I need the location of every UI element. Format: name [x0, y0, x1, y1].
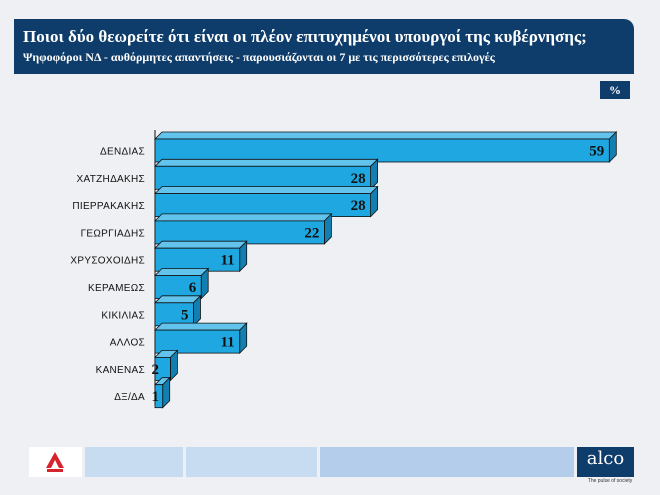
data-label: 6 [189, 280, 197, 296]
bar-group: ΑΛΛΟΣ 11 [110, 322, 248, 355]
bar-group: ΚΕΡΑΜΕΩΣ 6 [88, 267, 210, 300]
footer-segment [320, 447, 574, 477]
alco-logo: alco [577, 447, 634, 477]
bar-group: ΠΙΕΡΡΑΚΑΚΗΣ 28 [72, 185, 379, 218]
category-label: ΓΕΩΡΓΙΑΔΗΣ [81, 228, 145, 239]
bar [154, 384, 164, 409]
bar [154, 220, 325, 245]
footer-segment [85, 447, 183, 477]
bar-group: ΧΡΥΣΟΧΟΙΔΗΣ 11 [70, 240, 248, 273]
alco-tagline: The pulse of society [587, 478, 633, 484]
unit-badge: % [600, 81, 630, 99]
data-label: 1 [152, 389, 160, 405]
bar-top-face [154, 213, 333, 222]
chart-title: Ποιοι δύο θεωρείτε ότι είναι οι πλέον επ… [23, 27, 587, 46]
bar-top-face [154, 158, 379, 167]
bar [154, 138, 610, 163]
bar-top-face [154, 295, 202, 304]
data-label: 11 [221, 253, 235, 269]
bar-group: ΧΑΤΖΗΔΑΚΗΣ 28 [77, 158, 379, 191]
bar-group: ΚΙΚΙΛΙΑΣ 5 [101, 294, 202, 327]
data-label: 5 [181, 307, 189, 323]
title-banner: Ποιοι δύο θεωρείτε ότι είναι οι πλέον επ… [14, 19, 634, 74]
bar-group: ΔΕΝΔΙΑΣ 59 [100, 131, 618, 163]
bar [154, 193, 372, 218]
category-label: ΔΕΝΔΙΑΣ [100, 147, 145, 158]
bar-top-face [154, 322, 248, 331]
category-label: ΚΑΝΕΝΑΣ [96, 365, 145, 376]
bar-top-face [154, 186, 379, 195]
data-label: 22 [304, 225, 319, 241]
data-label: 59 [589, 144, 604, 160]
category-label: ΠΙΕΡΡΑΚΑΚΗΣ [72, 201, 145, 212]
category-label: ΚΙΚΙΛΙΑΣ [101, 310, 145, 321]
left-logo [29, 447, 82, 477]
category-label: ΧΡΥΣΟΧΟΙΔΗΣ [70, 256, 145, 267]
bar-chart: ΔΕΝΔΙΑΣ 59 ΧΑΤΖΗΔΑΚΗΣ 28 ΠΙΕΡΡΑΚΑΚΗΣ 28 ΓΕΩΡΓΙ… [70, 130, 618, 409]
category-label: ΧΑΤΖΗΔΑΚΗΣ [77, 174, 145, 185]
bar-group: ΚΑΝΕΝΑΣ 2 [96, 349, 179, 382]
category-label: ΚΕΡΑΜΕΩΣ [88, 283, 145, 294]
bar [154, 329, 241, 354]
bar-top-face [154, 131, 618, 140]
data-label: 28 [351, 198, 366, 214]
footer-segment [186, 447, 317, 477]
bar-group: ΓΕΩΡΓΙΑΔΗΣ 22 [81, 212, 333, 245]
data-label: 2 [152, 362, 160, 378]
bar-top-face [154, 240, 248, 249]
red-a-logo-icon [46, 452, 64, 472]
data-label: 28 [351, 171, 366, 187]
bar-group: ΔΞ/ΔΑ 1 [114, 376, 171, 409]
bar [154, 165, 372, 190]
category-label: ΔΞ/ΔΑ [114, 392, 145, 403]
footer-bar [29, 447, 634, 477]
bar-top-face [154, 268, 210, 276]
data-label: 11 [221, 335, 235, 351]
chart-subtitle: Ψηφοφόροι ΝΔ - αυθόρμητες απαντήσεις - π… [23, 50, 495, 64]
alco-logo-text: alco [586, 448, 625, 469]
category-label: ΑΛΛΟΣ [110, 338, 145, 349]
